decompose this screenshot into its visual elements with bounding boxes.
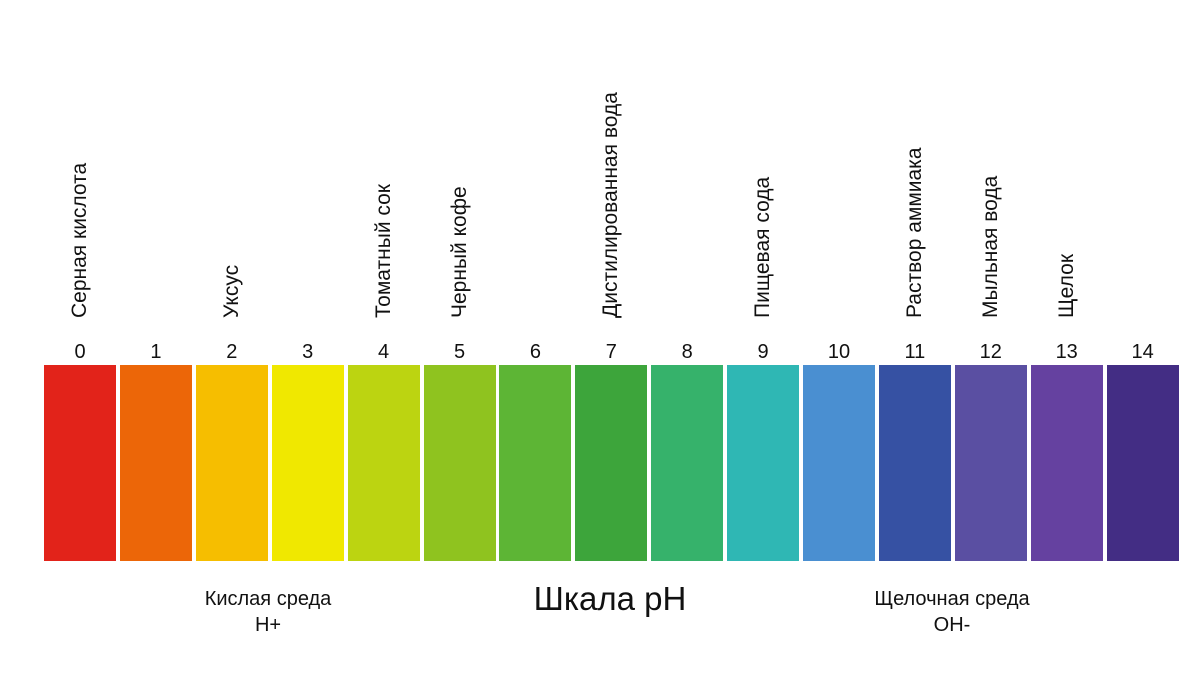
ph-number-13: 13: [1055, 341, 1078, 363]
ph-number-4: 4: [378, 341, 390, 363]
ph-number-3: 3: [302, 341, 314, 363]
ph-color-block-0: [44, 365, 116, 561]
ph-color-block-7: [575, 365, 648, 561]
acid-caption: Кислая среда H+: [168, 586, 368, 638]
example-label-ph-9: Пищевая сода: [751, 176, 775, 318]
example-label-ph-13: Щелок: [1054, 253, 1078, 318]
ph-number-11: 11: [904, 341, 926, 363]
ph-color-block-14: [1106, 365, 1179, 561]
ph-number-12: 12: [979, 341, 1002, 363]
ph-color-block-13: [1030, 365, 1103, 561]
example-label-ph-4: Томатный сок: [371, 184, 395, 318]
example-label-ph-0: Серная кислота: [68, 162, 91, 318]
example-label-ph-7: Дистилированная вода: [599, 92, 623, 318]
ph-color-block-9: [727, 365, 800, 561]
ph-number-6: 6: [529, 341, 541, 363]
example-label-ph-11: Раствор аммиака: [902, 147, 926, 318]
ph-color-block-3: [271, 365, 344, 561]
alkaline-caption: Щелочная среда OH-: [842, 586, 1062, 638]
ph-number-1: 1: [150, 341, 162, 363]
ph-scale-title: Шкала pH: [533, 580, 687, 617]
acid-caption-line2: H+: [254, 614, 282, 636]
ph-number-7: 7: [605, 341, 617, 363]
example-label-ph-5: Черный кофе: [447, 186, 471, 318]
acid-caption-line1: Кислая среда: [204, 588, 332, 610]
example-label-ph-2: Уксус: [219, 264, 243, 318]
ph-color-block-12: [954, 365, 1027, 561]
ph-number-5: 5: [453, 341, 466, 363]
ph-number-14: 14: [1131, 341, 1154, 363]
ph-number-10: 10: [827, 341, 851, 363]
ph-color-block-1: [119, 365, 192, 561]
ph-color-block-11: [878, 365, 951, 561]
ph-number-8: 8: [681, 341, 693, 363]
ph-color-block-6: [499, 365, 572, 561]
example-label-ph-12: Мыльная вода: [978, 175, 1002, 318]
ph-color-block-4: [347, 365, 420, 561]
ph-color-block-8: [651, 365, 724, 561]
ph-color-block-2: [195, 365, 268, 561]
alkaline-caption-line1: Щелочная среда: [874, 588, 1030, 610]
ph-color-block-10: [803, 365, 875, 561]
ph-number-9: 9: [757, 341, 769, 363]
ph-color-block-5: [423, 365, 496, 561]
ph-number-0: 0: [74, 341, 86, 363]
ph-number-2: 2: [226, 341, 238, 363]
alkaline-caption-line2: OH-: [933, 614, 971, 636]
